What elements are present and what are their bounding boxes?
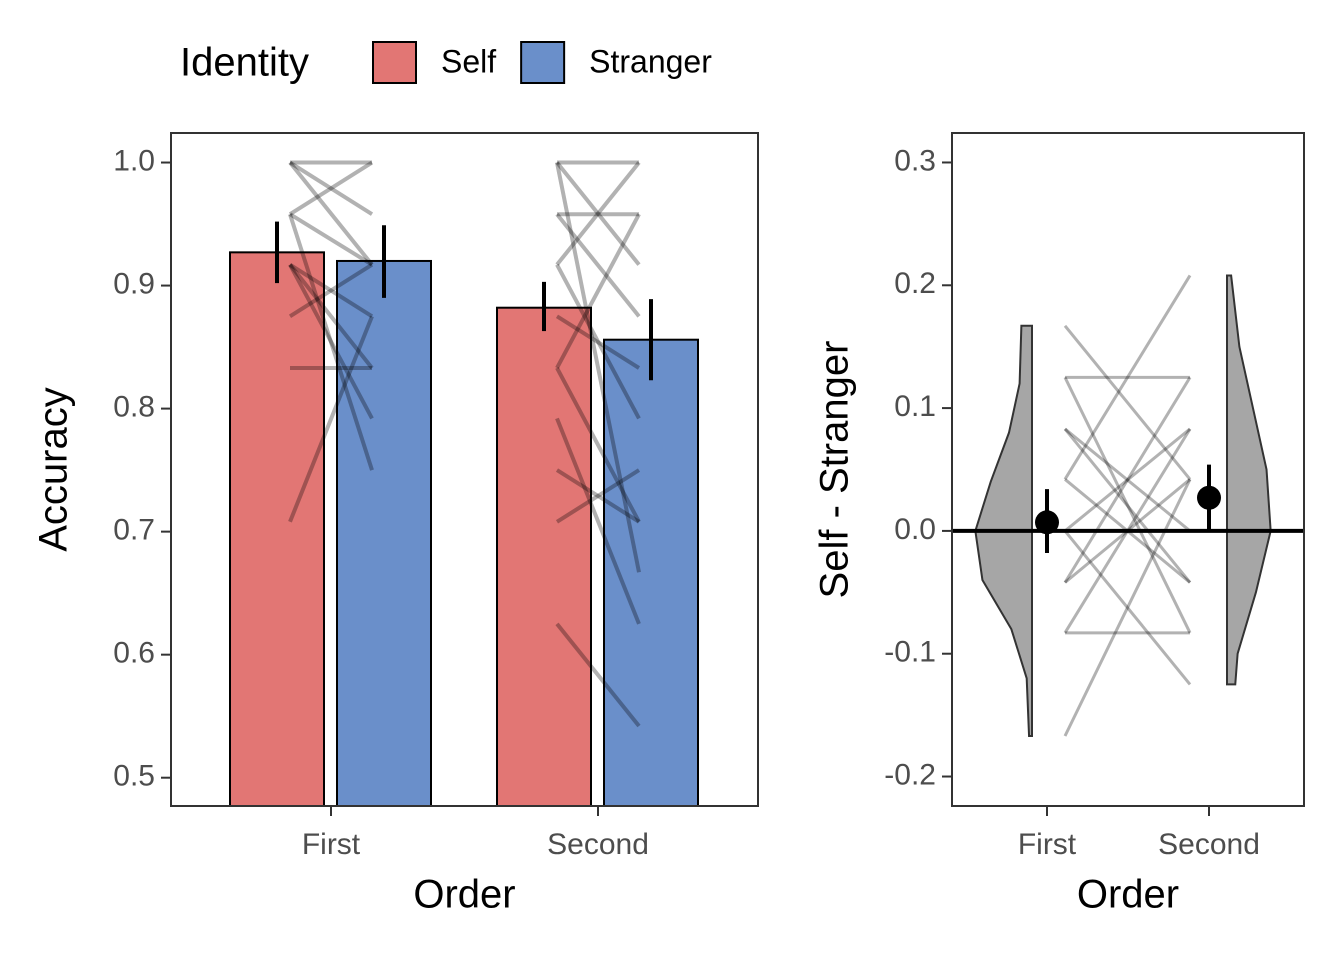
y-tick-label: 0.0 [894, 513, 936, 546]
participant-line [288, 161, 374, 266]
participant-line [555, 212, 641, 318]
y-tick-label: 0.7 [113, 514, 155, 547]
participant-line [288, 263, 374, 370]
y-axis-title: Self - Stranger [813, 341, 857, 599]
participant-line [555, 468, 641, 524]
participant-line [1063, 274, 1192, 481]
participant-line [288, 160, 374, 216]
legend-label: Stranger [589, 43, 712, 79]
participant-line [555, 468, 641, 524]
x-tick-label: First [1018, 828, 1077, 861]
participant-line [555, 417, 641, 625]
point [1197, 485, 1221, 510]
participant-line [288, 213, 374, 471]
participant-line [555, 161, 641, 266]
participant-line [288, 315, 374, 523]
point [1035, 510, 1059, 535]
legend-label: Self [441, 43, 496, 79]
y-tick-label: -0.2 [884, 758, 936, 791]
participant-line [555, 314, 641, 370]
participant-line [288, 263, 374, 420]
participant-line [1064, 427, 1191, 533]
x-axis-title: Order [1077, 873, 1179, 917]
participant-line [288, 212, 374, 267]
participant-line [1064, 427, 1191, 533]
bar [603, 338, 699, 807]
x-tick-label: First [302, 828, 361, 861]
bar [336, 259, 432, 807]
y-tick-label: 0.3 [894, 144, 936, 177]
panel-border [951, 132, 1305, 807]
participant-line [1063, 376, 1192, 584]
participant-line [555, 622, 641, 728]
y-tick-label: 0.9 [113, 267, 155, 300]
legend-key [372, 41, 417, 84]
y-tick-label: 0.6 [113, 637, 155, 670]
y-axis-title: Accuracy [32, 387, 76, 552]
participant-line [1063, 478, 1192, 737]
y-tick-label: 0.1 [894, 390, 936, 423]
participant-line [555, 367, 641, 523]
bar [229, 251, 325, 807]
y-tick-label: 1.0 [113, 144, 155, 177]
participant-line [555, 161, 641, 266]
participant-line [555, 213, 641, 369]
y-tick-label: 0.2 [894, 267, 936, 300]
y-tick-label: 0.8 [113, 391, 155, 424]
participant-line [1063, 529, 1192, 686]
participant-line [288, 262, 374, 319]
y-tick-label: 0.5 [113, 760, 155, 793]
participant-line [1063, 324, 1192, 481]
participant-line [1063, 376, 1192, 634]
y-tick-label: -0.1 [884, 636, 936, 669]
x-tick-label: Second [1158, 828, 1260, 861]
legend-title: Identity [180, 41, 309, 85]
legend-key [520, 41, 566, 84]
participant-line [555, 162, 641, 573]
bar [496, 306, 592, 807]
participant-line [288, 262, 374, 319]
panel-border [170, 132, 759, 807]
participant-line [288, 160, 374, 216]
x-tick-label: Second [547, 828, 649, 861]
participant-line [555, 263, 641, 420]
x-axis-title: Order [413, 873, 515, 917]
participant-line [1063, 428, 1192, 584]
